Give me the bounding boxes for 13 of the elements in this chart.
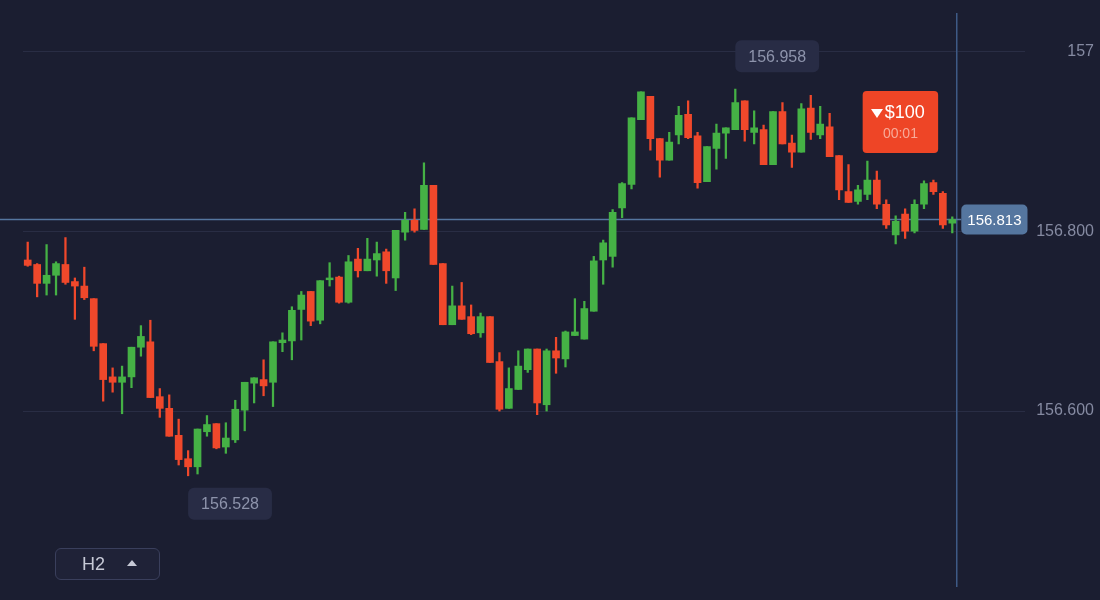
candlestick [259, 359, 268, 397]
y-tick-label: 156.600 [1036, 401, 1095, 419]
annotation: H2 [82, 554, 106, 575]
annotation: 156.528 [201, 495, 260, 513]
y-tick-label: 156.800 [1036, 221, 1095, 239]
ref-line-label: 156.813 [967, 210, 1022, 228]
candlestick [844, 164, 853, 203]
annotation: 156.958 [748, 47, 807, 65]
annotation: 00:01 [882, 124, 919, 141]
y-tick-label: 157 [1067, 41, 1095, 59]
candlestick [108, 367, 117, 393]
candlestick [42, 244, 51, 296]
annotation: $100 [884, 102, 925, 123]
